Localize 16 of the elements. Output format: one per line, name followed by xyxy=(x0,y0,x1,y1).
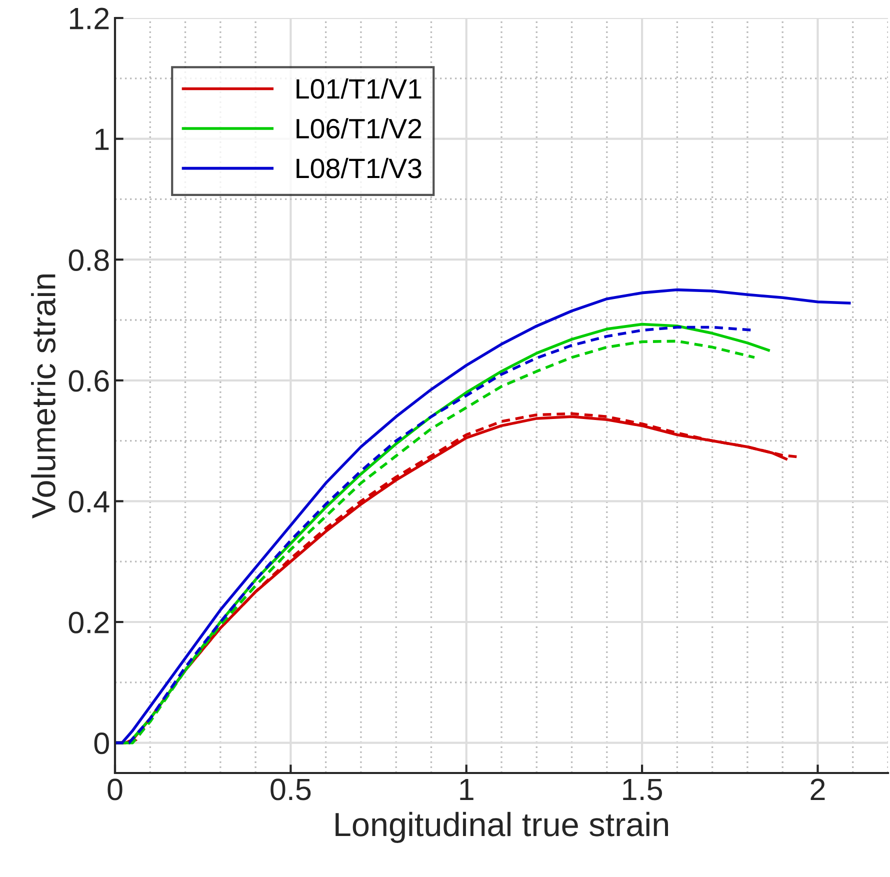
y-axis-title: Volumetric strain xyxy=(31,274,56,519)
x-axis-title: Longitudinal true strain xyxy=(336,812,668,843)
x-tick-label: 1.5 xyxy=(623,778,662,800)
y-tick-label: 0.2 xyxy=(68,612,109,634)
y-tick-label: 0 xyxy=(94,732,109,754)
x-tick-label: 2 xyxy=(810,778,825,800)
legend-label: L06/T1/V2 xyxy=(296,118,422,139)
y-tick-label: 0.8 xyxy=(68,249,109,271)
y-tick-label: 1 xyxy=(95,128,109,150)
y-tick-label: 0.6 xyxy=(68,370,109,392)
legend-label: L01/T1/V1 xyxy=(296,78,422,99)
x-tick-label: 0.5 xyxy=(270,778,311,800)
legend-label: L08/T1/V3 xyxy=(296,158,422,178)
y-tick-label: 1.2 xyxy=(70,8,109,30)
y-tick-label: 0.4 xyxy=(68,490,110,513)
x-tick-label: 1 xyxy=(460,778,474,800)
